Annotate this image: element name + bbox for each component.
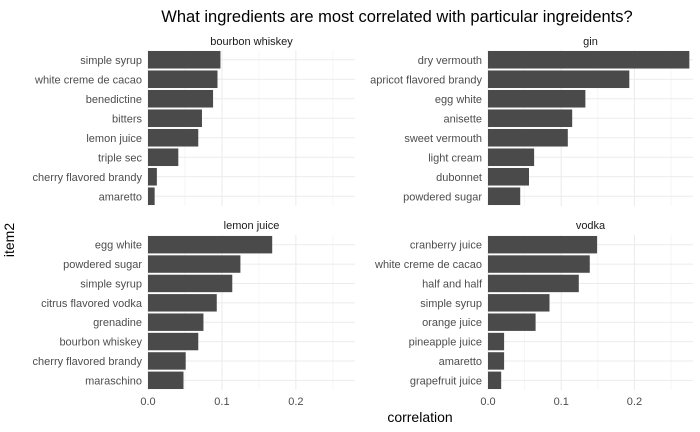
bar xyxy=(488,235,598,254)
category-label: anisette xyxy=(443,113,482,125)
x-tick-label: 0.0 xyxy=(480,396,495,408)
bar xyxy=(148,128,199,147)
bar xyxy=(148,50,221,69)
bar xyxy=(148,371,184,390)
category-label: light cream xyxy=(428,152,482,164)
bar xyxy=(488,148,535,167)
chart-title: What ingredients are most correlated wit… xyxy=(161,8,632,26)
category-label: half and half xyxy=(422,278,483,290)
bar xyxy=(488,371,502,390)
bar xyxy=(488,50,690,69)
bar xyxy=(148,70,218,89)
category-label: simple syrup xyxy=(80,55,142,67)
x-tick-label: 0.0 xyxy=(140,396,155,408)
bar xyxy=(488,313,536,331)
category-label: simple syrup xyxy=(80,278,142,290)
bar xyxy=(148,255,241,273)
y-axis-title: item2 xyxy=(1,223,17,257)
category-label: egg white xyxy=(435,94,482,106)
bar xyxy=(488,274,579,293)
category-label: white creme de cacao xyxy=(374,259,482,271)
category-label: powdered sugar xyxy=(403,191,482,203)
category-label: citrus flavored vodka xyxy=(41,298,143,310)
category-label: apricot flavored brandy xyxy=(370,74,482,86)
category-label: orange juice xyxy=(422,317,482,329)
category-label: bitters xyxy=(112,113,142,125)
category-label: dry vermouth xyxy=(418,55,482,67)
bar xyxy=(488,128,568,147)
category-label: benedictine xyxy=(86,94,142,106)
bar xyxy=(488,255,590,273)
x-tick-label: 0.2 xyxy=(627,396,642,408)
facet-strip-label: vodka xyxy=(576,220,606,232)
facet-strip-label: gin xyxy=(583,36,598,48)
category-label: bourbon whiskey xyxy=(59,337,142,349)
bar xyxy=(488,332,505,351)
facet-panel-3: vodka cranberry juice white creme de cacao… xyxy=(374,220,693,408)
category-label: triple sec xyxy=(98,152,143,164)
facet-strip-label: bourbon whiskey xyxy=(210,36,293,48)
category-label: egg white xyxy=(95,240,142,252)
bar xyxy=(148,235,273,254)
bar xyxy=(148,332,199,351)
bar xyxy=(488,109,573,128)
category-label: pineapple juice xyxy=(409,337,482,349)
x-axis-title: correlation xyxy=(387,409,452,425)
bar xyxy=(148,148,179,167)
bar xyxy=(148,89,214,108)
facet-panel-0: bourbon whiskey simple syrup white creme d… xyxy=(33,36,355,206)
category-label: grapefruit juice xyxy=(410,375,482,387)
x-tick-label: 0.1 xyxy=(554,396,569,408)
category-label: amaretto xyxy=(439,356,482,368)
category-label: amaretto xyxy=(99,191,142,203)
bar xyxy=(148,274,233,293)
category-label: cherry flavored brandy xyxy=(33,172,143,184)
category-label: grenadine xyxy=(93,317,142,329)
bar xyxy=(488,294,550,312)
x-tick-label: 0.1 xyxy=(214,396,229,408)
bar xyxy=(148,313,204,331)
facet-panels: bourbon whiskey simple syrup white creme d… xyxy=(33,36,693,408)
bar xyxy=(488,70,630,89)
category-label: sweet vermouth xyxy=(404,133,482,145)
facet-panel-2: lemon juice egg white powdered sugar simple… xyxy=(33,220,355,408)
facet-panel-1: gin dry vermouth apricot flavored brandy eg… xyxy=(370,36,693,206)
bar xyxy=(148,167,157,186)
facet-strip-label: lemon juice xyxy=(224,220,280,232)
category-label: simple syrup xyxy=(420,298,482,310)
category-label: maraschino xyxy=(85,375,142,387)
category-label: white creme de cacao xyxy=(34,74,142,86)
bar xyxy=(148,109,202,128)
category-label: powdered sugar xyxy=(63,259,142,271)
bar xyxy=(488,89,586,108)
bar xyxy=(148,187,155,206)
category-label: dubonnet xyxy=(436,172,482,184)
bar xyxy=(488,187,521,206)
category-label: lemon juice xyxy=(86,133,142,145)
category-label: cranberry juice xyxy=(410,240,482,252)
bar xyxy=(148,294,217,312)
bar xyxy=(488,352,505,370)
x-tick-label: 0.2 xyxy=(288,396,303,408)
bar xyxy=(488,167,529,186)
bar xyxy=(148,352,186,370)
category-label: cherry flavored brandy xyxy=(33,356,143,368)
